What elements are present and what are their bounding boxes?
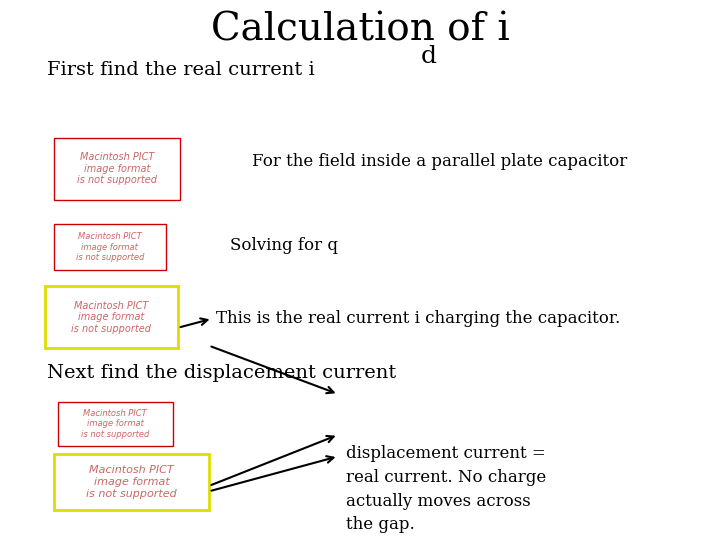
Text: Solving for q: Solving for q	[230, 237, 338, 254]
Text: Macintosh PICT
image format
is not supported: Macintosh PICT image format is not suppo…	[76, 232, 144, 262]
Text: This is the real current i charging the capacitor.: This is the real current i charging the …	[216, 310, 620, 327]
Text: d: d	[421, 45, 437, 68]
Text: Calculation of i: Calculation of i	[211, 11, 509, 48]
Text: Macintosh PICT
image format
is not supported: Macintosh PICT image format is not suppo…	[71, 301, 151, 334]
Bar	[58, 402, 173, 446]
Bar	[54, 454, 209, 510]
Text: Macintosh PICT
image format
is not supported: Macintosh PICT image format is not suppo…	[77, 152, 157, 185]
Text: Macintosh PICT
image format
is not supported: Macintosh PICT image format is not suppo…	[81, 409, 149, 439]
Text: Next find the displacement current: Next find the displacement current	[47, 363, 396, 382]
Text: displacement current =
real current. No charge
actually moves across
the gap.: displacement current = real current. No …	[346, 446, 546, 533]
Text: For the field inside a parallel plate capacitor: For the field inside a parallel plate ca…	[252, 153, 627, 171]
Bar	[54, 138, 180, 200]
Bar	[54, 224, 166, 270]
Bar	[45, 286, 178, 348]
Text: Macintosh PICT
image format
is not supported: Macintosh PICT image format is not suppo…	[86, 465, 177, 498]
Text: First find the real current i: First find the real current i	[47, 61, 315, 79]
